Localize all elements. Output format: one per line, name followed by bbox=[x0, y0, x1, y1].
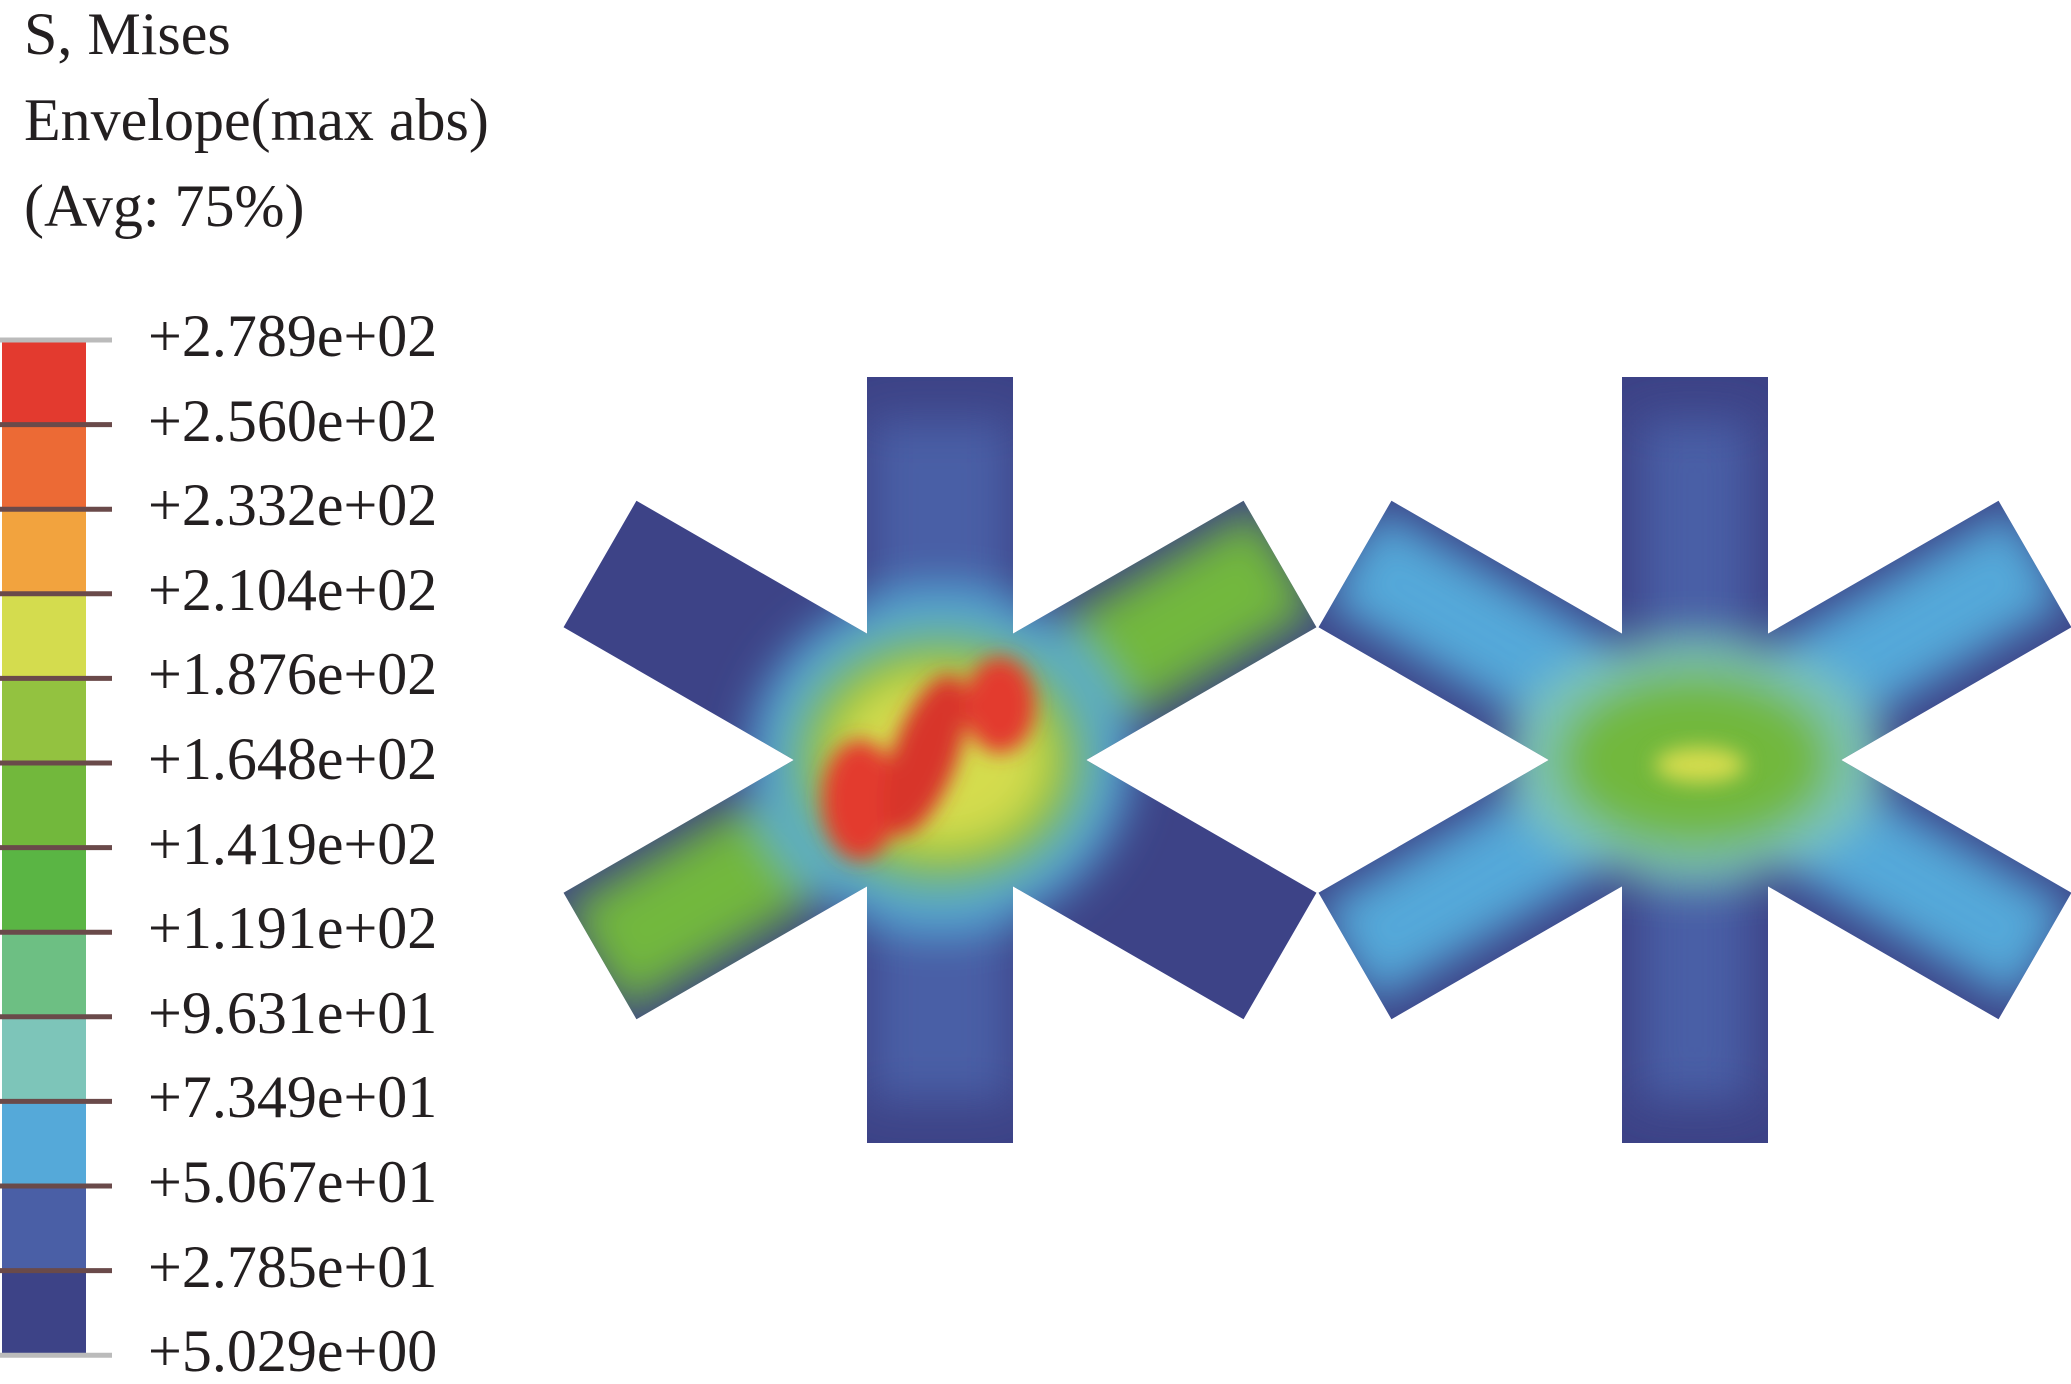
legend-title-line: (Avg: 75%) bbox=[24, 173, 305, 239]
left-lattice bbox=[563, 377, 1317, 1143]
legend-swatch bbox=[2, 763, 86, 848]
legend-swatch bbox=[2, 593, 86, 679]
legend-level-label: +1.876e+02 bbox=[148, 641, 438, 708]
legend-level-label: +1.648e+02 bbox=[148, 726, 438, 792]
legend-level-label: +2.104e+02 bbox=[148, 556, 438, 623]
peak-stress-region bbox=[822, 657, 1035, 860]
peak-stress-region bbox=[1655, 747, 1745, 783]
legend-swatch bbox=[2, 1016, 86, 1102]
legend-swatch bbox=[2, 678, 86, 763]
legend-level-label: +2.789e+02 bbox=[148, 303, 438, 369]
legend-swatch bbox=[2, 1101, 86, 1186]
legend-swatch bbox=[2, 847, 86, 933]
legend-level-label: +1.419e+02 bbox=[148, 810, 438, 877]
legend-swatch bbox=[2, 932, 86, 1017]
legend-level-label: +7.349e+01 bbox=[148, 1064, 438, 1131]
legend-level-label: +2.560e+02 bbox=[148, 387, 438, 454]
legend-swatch bbox=[2, 424, 86, 510]
legend-swatch bbox=[2, 340, 86, 425]
legend-title-line: S, Mises bbox=[24, 1, 231, 67]
legend-level-label: +9.631e+01 bbox=[148, 979, 438, 1046]
right-lattice bbox=[1318, 377, 2071, 1143]
legend-swatch bbox=[2, 1270, 86, 1356]
stress-contour-plot bbox=[563, 377, 2071, 1143]
legend-title-line: Envelope(max abs) bbox=[24, 87, 489, 153]
legend-level-label: +2.785e+01 bbox=[148, 1233, 438, 1300]
legend-level-label: +5.029e+00 bbox=[148, 1318, 438, 1384]
legend-swatch bbox=[2, 1186, 86, 1271]
legend-swatch bbox=[2, 509, 86, 594]
legend-level-label: +1.191e+02 bbox=[148, 895, 438, 962]
legend-level-label: +5.067e+01 bbox=[148, 1149, 438, 1215]
legend-level-label: +2.332e+02 bbox=[148, 472, 438, 539]
color-legend-bar bbox=[0, 337, 112, 1358]
